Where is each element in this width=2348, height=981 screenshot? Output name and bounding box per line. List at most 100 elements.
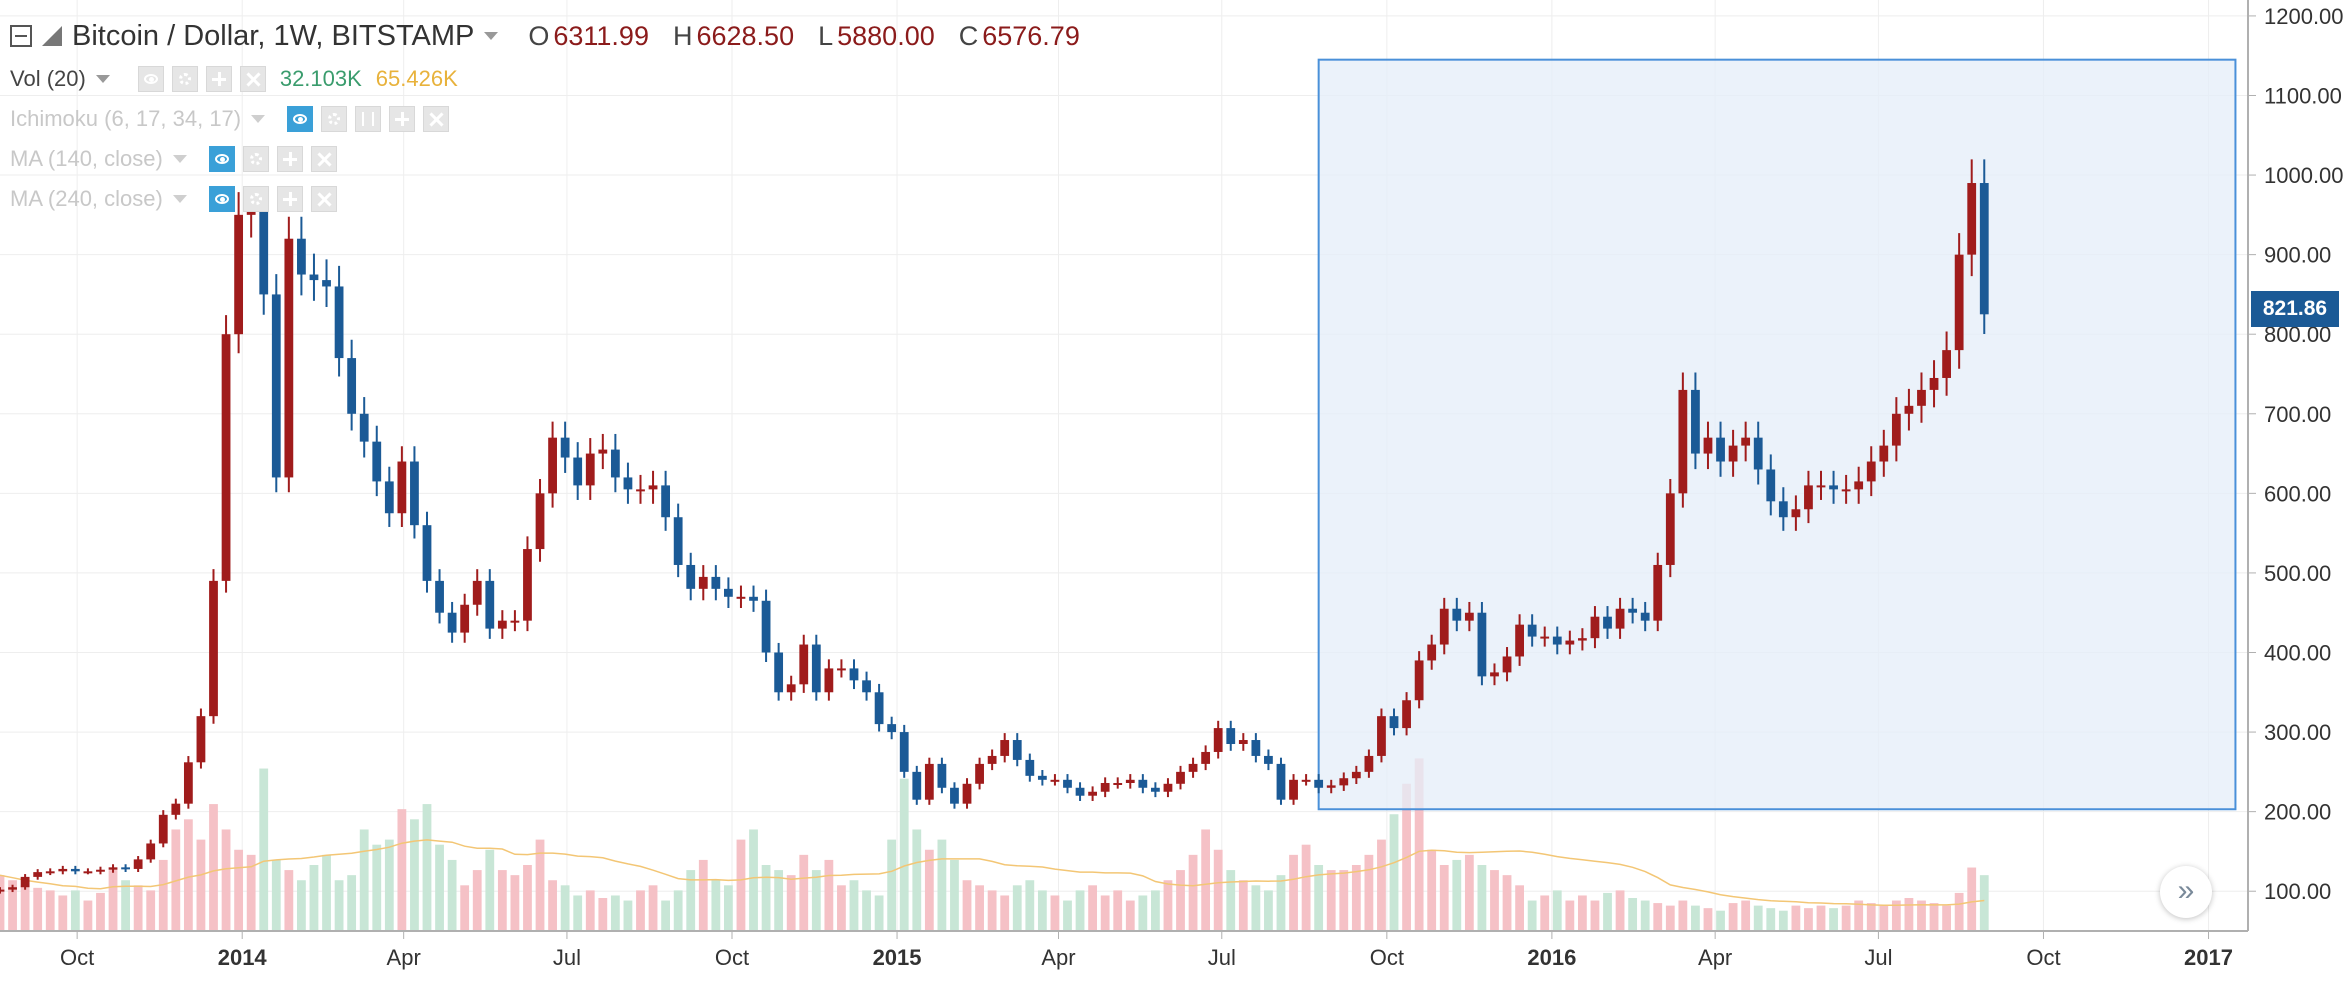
candle [309, 253, 319, 301]
candle [1314, 774, 1324, 794]
chevron-down-icon[interactable] [484, 32, 499, 40]
candle [1113, 777, 1123, 789]
candle [271, 274, 281, 493]
candle [535, 479, 545, 562]
volume-bar [1377, 839, 1386, 931]
candle [912, 765, 922, 805]
volume-bar [1100, 895, 1110, 931]
chevron-down-icon[interactable] [95, 75, 110, 83]
scroll-right-icon[interactable]: » [2160, 866, 2212, 918]
volume-bar [384, 839, 394, 931]
price-axis[interactable]: 100.00 200.00 300.00 400.00 500.00 600.00 700.… [2247, 0, 2344, 931]
ichimoku-indicator-name[interactable]: Ichimoku (6, 17, 34, 17) [10, 106, 242, 131]
gear-icon[interactable] [242, 186, 269, 212]
volume-bar [58, 895, 68, 931]
volume-indicator-name[interactable]: Vol (20) [10, 66, 86, 91]
volume-bar [1728, 903, 1738, 931]
candle [1766, 454, 1776, 516]
plus-icon[interactable] [276, 146, 303, 172]
candle [372, 425, 382, 497]
close-icon[interactable] [239, 66, 266, 92]
candle [1414, 651, 1424, 709]
eye-icon[interactable] [287, 106, 314, 132]
plus-icon[interactable] [276, 186, 303, 212]
ohlc-open-label: O [528, 20, 550, 51]
volume-bar [259, 768, 269, 931]
volume-bar [523, 865, 532, 931]
candle [1753, 421, 1763, 485]
candle [171, 798, 181, 820]
candle [8, 884, 17, 893]
y-tick-label: 600.00 [2264, 481, 2331, 506]
volume-bar [33, 887, 43, 931]
candle [837, 659, 846, 678]
volume-bar [1917, 900, 1926, 931]
brackets-icon[interactable] [355, 106, 382, 132]
x-tick-label: 2016 [1527, 945, 1576, 970]
ohlc-low-value: 5880.00 [837, 20, 935, 51]
ichimoku-legend: Ichimoku (6, 17, 34, 17) [10, 102, 450, 136]
candle [1125, 774, 1135, 789]
ma240-legend: MA (240, close) [10, 182, 337, 216]
chevron-down-icon[interactable] [251, 115, 266, 123]
ma240-indicator-name[interactable]: MA (240, close) [10, 186, 163, 211]
candle [799, 634, 809, 693]
candle [1942, 331, 1951, 396]
volume-bar [1264, 890, 1273, 931]
gear-icon[interactable] [242, 146, 269, 172]
eye-icon[interactable] [137, 66, 164, 92]
volume-bar [912, 829, 922, 931]
volume-bar [1603, 892, 1612, 931]
volume-bar [322, 854, 331, 931]
candle [146, 839, 156, 863]
volume-bar [1000, 895, 1010, 931]
close-icon[interactable] [310, 186, 337, 212]
volume-bar [1565, 900, 1575, 931]
close-icon[interactable] [310, 146, 337, 172]
chart-title[interactable]: Bitcoin / Dollar, 1W, BITSTAMP [72, 19, 475, 52]
volume-bar [811, 870, 821, 931]
volume-bar [359, 829, 369, 931]
volume-bar [761, 865, 771, 931]
plus-icon[interactable] [389, 106, 416, 132]
volume-bar [987, 890, 997, 931]
candle [359, 397, 369, 458]
volume-bar [447, 859, 457, 931]
ma140-indicator-name[interactable]: MA (140, close) [10, 146, 163, 171]
chevron-down-icon[interactable] [172, 155, 187, 163]
y-tick-label: 400.00 [2264, 640, 2331, 665]
candle [648, 470, 658, 504]
candle [824, 659, 834, 701]
ohlc-close-label: C [958, 20, 979, 51]
volume-bar [1138, 895, 1148, 931]
gear-icon[interactable] [171, 66, 198, 92]
candle [1741, 421, 1751, 462]
candle [610, 433, 620, 493]
volume-bar [1540, 895, 1550, 931]
close-icon[interactable] [423, 106, 450, 132]
chevron-down-icon[interactable] [172, 195, 187, 203]
eye-icon[interactable] [208, 186, 235, 212]
volume-bar [209, 804, 218, 931]
volume-bar [736, 839, 746, 931]
volume-bar [1640, 900, 1650, 931]
gear-icon[interactable] [321, 106, 348, 132]
candle [1439, 597, 1449, 655]
eye-icon[interactable] [208, 146, 235, 172]
candle [736, 585, 746, 609]
candle [1954, 233, 1964, 369]
plus-icon[interactable] [205, 66, 232, 92]
volume-bar [1590, 900, 1600, 931]
candle [510, 610, 520, 632]
candle [1703, 421, 1713, 470]
volume-bar [1527, 900, 1537, 931]
selection-rectangle[interactable] [1317, 58, 2237, 811]
x-tick-label: Apr [1698, 945, 1732, 970]
volume-bar [1163, 880, 1173, 931]
ohlc-open-value: 6311.99 [553, 20, 649, 51]
candle [636, 474, 645, 504]
x-tick-label: Jul [1864, 945, 1892, 970]
time-axis[interactable]: Oct 2014 Apr Jul Oct 2015 Apr Jul Oct 2016 Apr Jul O… [0, 930, 2248, 970]
collapse-icon[interactable] [10, 25, 32, 47]
